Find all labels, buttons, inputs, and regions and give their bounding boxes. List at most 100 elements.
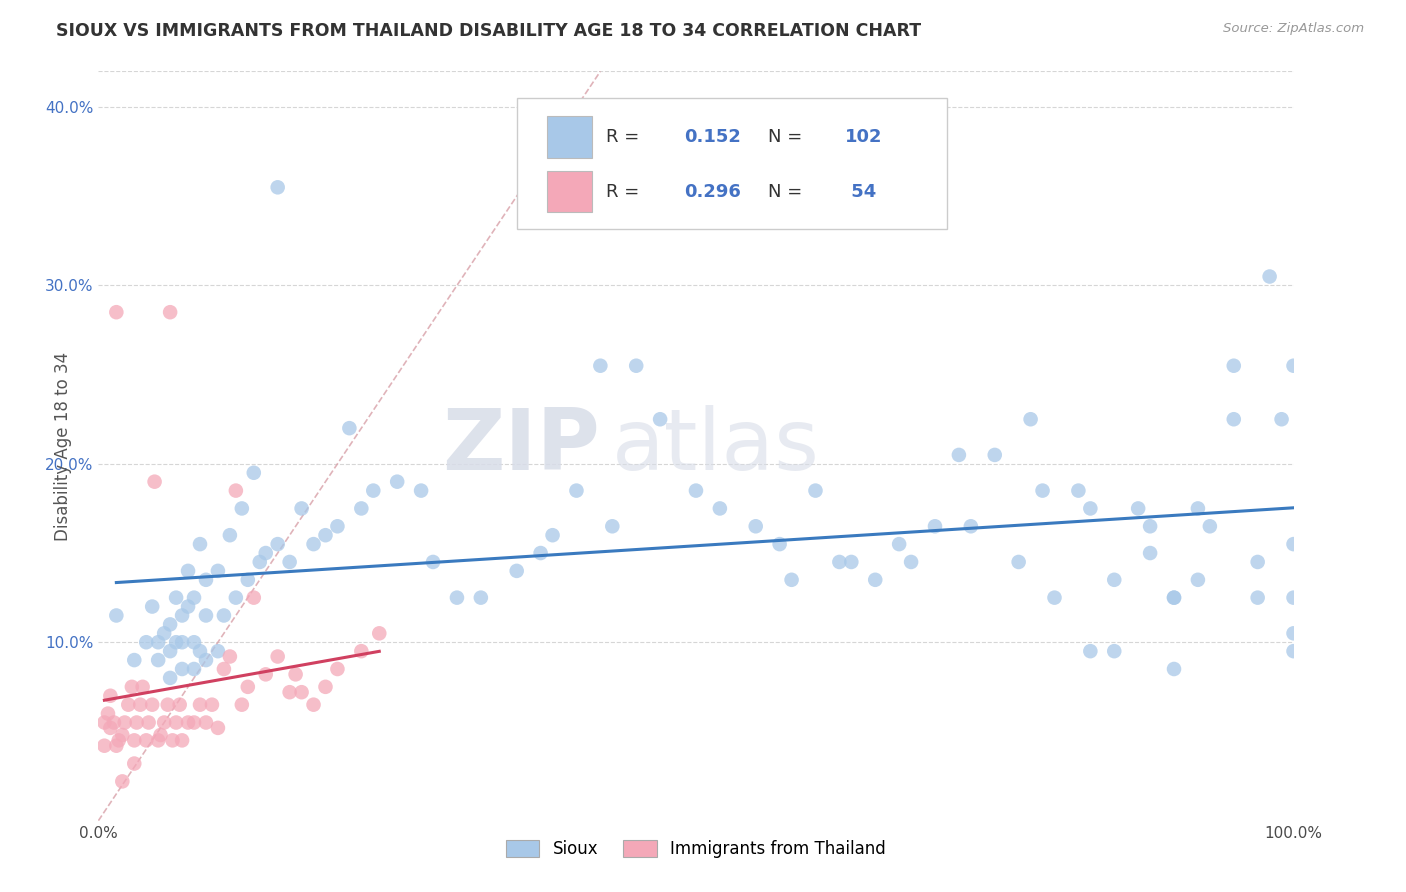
Point xyxy=(960,519,983,533)
Point xyxy=(565,483,588,498)
Point xyxy=(225,591,247,605)
Point xyxy=(148,635,170,649)
Point xyxy=(267,649,290,664)
Point xyxy=(124,756,146,771)
Point xyxy=(350,501,373,516)
Point xyxy=(236,573,259,587)
Point xyxy=(326,662,349,676)
Point xyxy=(243,591,266,605)
Point xyxy=(103,715,125,730)
Text: SIOUX VS IMMIGRANTS FROM THAILAND DISABILITY AGE 18 TO 34 CORRELATION CHART: SIOUX VS IMMIGRANTS FROM THAILAND DISABI… xyxy=(56,22,921,40)
Point xyxy=(111,774,134,789)
Point xyxy=(422,555,444,569)
Point xyxy=(114,715,136,730)
Point xyxy=(97,706,120,721)
Text: N =: N = xyxy=(768,128,807,146)
Point xyxy=(470,591,492,605)
Point xyxy=(828,555,851,569)
Point xyxy=(889,537,911,551)
Point xyxy=(1032,483,1054,498)
Text: 0.152: 0.152 xyxy=(685,128,741,146)
Point xyxy=(159,644,181,658)
Point xyxy=(291,685,314,699)
Bar xyxy=(547,116,592,158)
Point xyxy=(1282,537,1305,551)
Point xyxy=(315,680,337,694)
Text: 102: 102 xyxy=(845,128,883,146)
Point xyxy=(984,448,1007,462)
Point xyxy=(131,680,153,694)
Point xyxy=(1104,573,1126,587)
Point xyxy=(93,715,115,730)
Point xyxy=(141,698,163,712)
Point xyxy=(685,483,707,498)
Point xyxy=(98,689,122,703)
Point xyxy=(1008,555,1031,569)
Point xyxy=(1163,591,1185,605)
Bar xyxy=(547,171,592,212)
Point xyxy=(138,715,160,730)
Point xyxy=(249,555,271,569)
Point xyxy=(745,519,768,533)
Point xyxy=(350,644,373,658)
Point xyxy=(368,626,391,640)
Point xyxy=(1258,269,1281,284)
Point xyxy=(159,305,181,319)
Point xyxy=(177,564,200,578)
Point xyxy=(153,715,176,730)
Point xyxy=(1247,591,1270,605)
Point xyxy=(172,662,194,676)
Point xyxy=(1282,591,1305,605)
Point xyxy=(804,483,827,498)
Text: R =: R = xyxy=(606,183,645,201)
Point xyxy=(446,591,468,605)
Point xyxy=(124,733,146,747)
Point xyxy=(278,685,301,699)
Text: R =: R = xyxy=(606,128,645,146)
Point xyxy=(1043,591,1066,605)
Point xyxy=(143,475,166,489)
Point xyxy=(148,733,170,747)
Point xyxy=(339,421,361,435)
Text: N =: N = xyxy=(768,183,807,201)
Text: ZIP: ZIP xyxy=(443,404,600,488)
Point xyxy=(1139,546,1161,560)
Point xyxy=(105,608,128,623)
Point xyxy=(291,501,314,516)
Point xyxy=(125,715,148,730)
Point xyxy=(231,698,253,712)
Point xyxy=(1187,501,1209,516)
Point xyxy=(188,698,211,712)
Point xyxy=(1199,519,1222,533)
Point xyxy=(135,635,157,649)
Point xyxy=(302,537,325,551)
Text: 54: 54 xyxy=(845,183,876,201)
Point xyxy=(1282,359,1305,373)
Point xyxy=(254,546,277,560)
Point xyxy=(188,537,211,551)
Point xyxy=(231,501,253,516)
Point xyxy=(156,698,179,712)
Point xyxy=(1163,591,1185,605)
Point xyxy=(172,635,194,649)
Text: Disability Age 18 to 34: Disability Age 18 to 34 xyxy=(55,351,72,541)
Point xyxy=(177,715,200,730)
Point xyxy=(1139,519,1161,533)
Point xyxy=(183,591,205,605)
Point xyxy=(219,649,242,664)
Point xyxy=(1019,412,1042,426)
Point xyxy=(207,644,229,658)
Point xyxy=(195,608,218,623)
Point xyxy=(602,519,624,533)
Point xyxy=(183,662,205,676)
Point xyxy=(135,733,157,747)
Point xyxy=(207,564,229,578)
Point xyxy=(148,653,170,667)
Point xyxy=(709,501,731,516)
Point xyxy=(1223,412,1246,426)
Point xyxy=(162,733,184,747)
Point xyxy=(105,305,128,319)
Point xyxy=(183,715,205,730)
Point xyxy=(626,359,648,373)
Point xyxy=(172,733,194,747)
